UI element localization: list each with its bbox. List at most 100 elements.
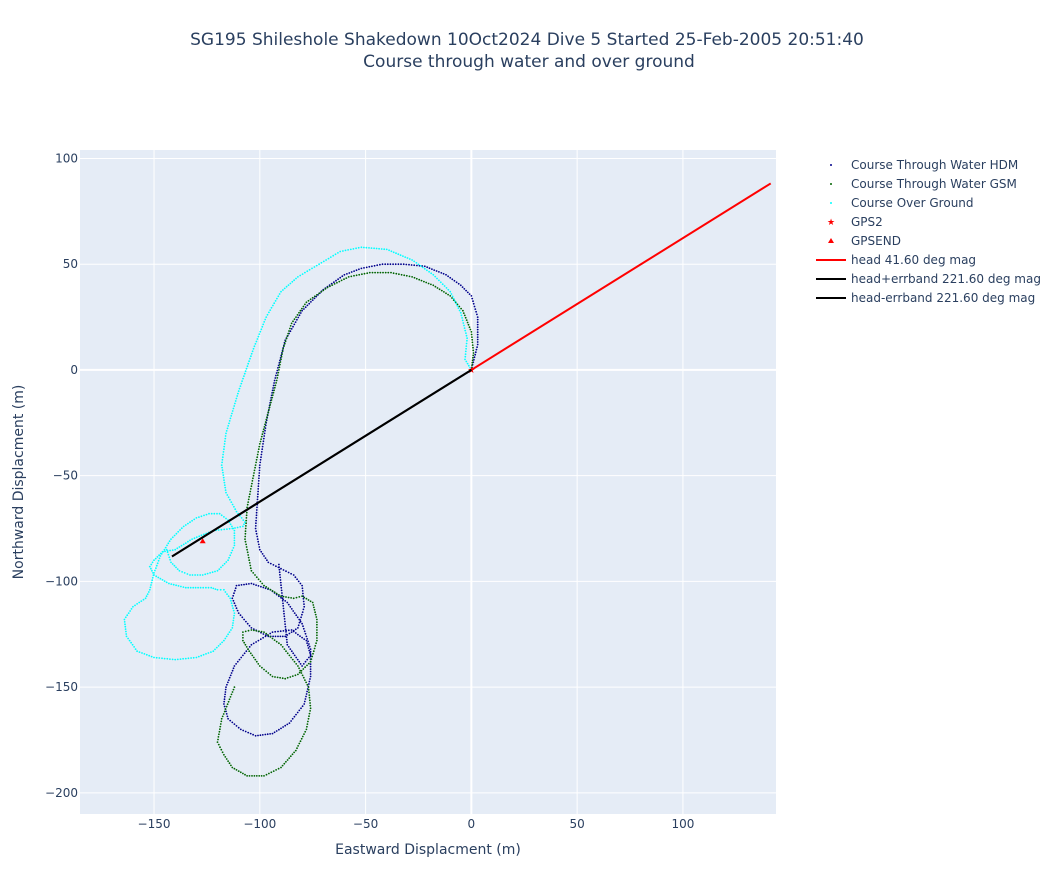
data-point [310,658,313,660]
data-point [434,285,437,288]
data-point [261,553,264,555]
data-point [125,635,128,638]
data-point [306,683,309,686]
data-point [234,604,237,607]
data-point [462,309,464,312]
data-point [333,281,335,284]
data-point [271,675,274,678]
data-point [246,548,249,551]
heading-line [171,369,472,558]
data-point [232,599,235,602]
data-point [432,284,435,287]
data-point [234,527,236,529]
data-point [363,272,366,275]
data-point [249,564,252,567]
data-point [152,574,155,577]
data-point [264,557,267,559]
data-point [232,594,235,597]
data-point [277,364,280,367]
data-point [265,316,268,318]
data-point [394,263,397,266]
data-point [476,343,479,346]
data-point [285,760,287,763]
data-point [449,290,452,293]
data-point [306,725,308,728]
plot-background [80,150,776,814]
data-point [184,586,187,589]
data-point [466,337,468,340]
data-point [124,623,126,626]
data-point [430,272,433,275]
data-point [306,270,309,273]
data-point [303,630,306,633]
data-point [263,555,265,557]
data-point [283,612,285,615]
data-point [223,479,225,481]
chart-subtitle: Course through water and over ground [363,52,695,72]
data-point [247,648,249,650]
data-point [265,418,268,421]
data-point [233,537,236,539]
data-point [263,631,265,633]
data-point [275,382,277,384]
data-point [269,562,272,565]
data-point [177,530,180,533]
data-point [382,271,384,274]
data-point [296,711,299,714]
legend: Course Through Water HDM Course Through W… [816,158,1041,305]
data-point [430,283,432,286]
data-point [263,584,265,587]
data-point [233,405,236,407]
data-point [256,338,259,340]
data-point [255,641,257,643]
data-point [428,270,430,273]
data-point [242,631,244,633]
data-point [263,432,266,435]
data-point [184,524,187,526]
data-point [252,347,255,350]
data-point [476,341,479,343]
data-point [229,696,232,698]
data-point [264,421,267,423]
data-point [313,297,316,300]
data-point [243,372,246,375]
data-point [307,686,310,688]
data-point [475,310,477,313]
data-point [246,775,249,777]
data-point [223,703,225,705]
data-point [220,528,223,531]
data-point [221,458,224,461]
data-point [231,624,234,627]
data-point [277,367,279,369]
data-point [237,770,240,772]
data-point [375,247,378,250]
data-point [287,646,290,648]
data-point [253,469,256,472]
data-point [238,658,241,661]
data-point [464,350,467,353]
data-point [304,632,307,635]
data-point [146,593,149,595]
chart-title: SG195 Shileshole Shakedown 10Oct2024 Div… [190,30,864,50]
data-point [474,353,477,356]
data-point [419,265,422,267]
data-point [262,586,265,589]
legend-marker [830,202,832,204]
data-point [254,734,257,737]
data-point [292,325,294,328]
data-point [227,717,230,720]
data-point [243,523,245,526]
data-point [178,546,181,548]
data-point [294,321,297,323]
data-point [452,297,455,300]
data-point [464,355,467,358]
data-point [244,527,247,530]
data-point [231,503,234,506]
data-point [232,619,235,622]
data-point [299,740,302,743]
data-point [368,265,371,268]
legend-item: head+errband 221.60 deg mag [816,272,1041,286]
data-point [226,715,229,718]
data-point [244,730,247,733]
x-tick-label: −100 [243,817,276,831]
